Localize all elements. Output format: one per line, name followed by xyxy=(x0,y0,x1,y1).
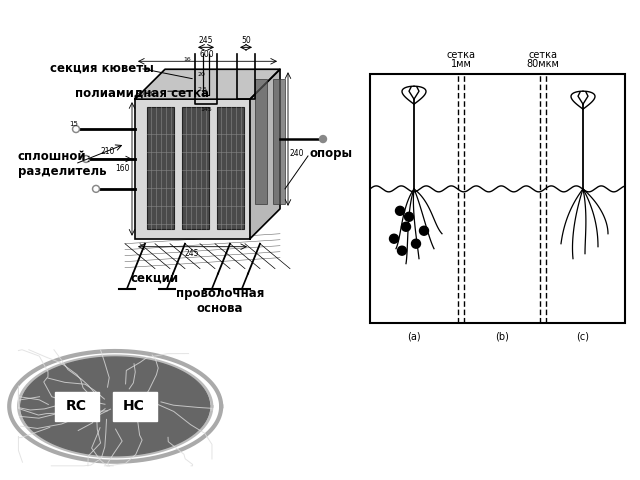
Text: опоры: опоры xyxy=(310,147,353,160)
Circle shape xyxy=(94,187,98,191)
Text: секция кюветы: секция кюветы xyxy=(50,61,154,74)
Text: 2.5: 2.5 xyxy=(198,87,208,92)
Text: 50: 50 xyxy=(241,36,251,45)
Text: 1мм: 1мм xyxy=(451,59,472,69)
Text: 15: 15 xyxy=(69,121,78,127)
Text: (b) – отсек для внесения субстрата: (b) – отсек для внесения субстрата xyxy=(255,397,565,416)
Bar xyxy=(135,99,250,239)
Text: (b): (b) xyxy=(495,331,509,341)
Text: 240: 240 xyxy=(290,149,305,158)
Text: (c) – отсек с растением-реципиентом: (c) – отсек с растением-реципиентом xyxy=(255,437,583,455)
Text: 80мкм: 80мкм xyxy=(527,59,559,69)
Text: (a) – отсек с микоризным растением: (a) – отсек с микоризным растением xyxy=(255,358,575,376)
Circle shape xyxy=(93,185,99,192)
Circle shape xyxy=(396,206,404,216)
Text: секции: секции xyxy=(131,272,179,285)
Circle shape xyxy=(404,212,413,221)
Circle shape xyxy=(74,127,78,131)
Bar xyxy=(255,79,267,204)
Circle shape xyxy=(401,222,410,231)
Text: 245: 245 xyxy=(185,249,199,258)
Circle shape xyxy=(397,246,406,255)
Text: 210: 210 xyxy=(101,147,115,156)
Text: сплошной
разделитель: сплошной разделитель xyxy=(18,150,107,178)
Bar xyxy=(55,392,99,420)
Text: (a): (a) xyxy=(407,331,421,341)
Text: 245: 245 xyxy=(199,36,213,45)
Polygon shape xyxy=(20,357,210,456)
Circle shape xyxy=(83,156,90,162)
Text: (c): (c) xyxy=(577,331,589,341)
Circle shape xyxy=(412,239,420,248)
Text: сетка: сетка xyxy=(447,50,476,60)
Circle shape xyxy=(72,126,79,132)
Text: полиамидная сетка: полиамидная сетка xyxy=(75,86,209,99)
Bar xyxy=(182,107,209,229)
Circle shape xyxy=(390,234,399,243)
Circle shape xyxy=(419,226,429,235)
Text: сетка: сетка xyxy=(529,50,557,60)
Text: 16: 16 xyxy=(183,57,191,62)
Polygon shape xyxy=(135,69,280,99)
Text: 30: 30 xyxy=(136,91,145,97)
Text: проволочная
основа: проволочная основа xyxy=(176,287,264,314)
Text: 160: 160 xyxy=(115,165,130,173)
Text: 20: 20 xyxy=(147,91,156,97)
Text: RC: RC xyxy=(65,399,86,413)
Text: HC: HC xyxy=(123,399,145,413)
Text: 20: 20 xyxy=(198,72,206,77)
Bar xyxy=(273,79,285,204)
Text: Кювета для исследования физиологии АМ и микоризации растений: Кювета для исследования физиологии АМ и … xyxy=(0,10,640,29)
Polygon shape xyxy=(250,69,280,239)
Bar xyxy=(147,107,174,229)
Text: 145: 145 xyxy=(200,107,212,112)
Bar xyxy=(113,392,157,420)
Circle shape xyxy=(319,135,326,143)
Text: 600: 600 xyxy=(200,50,214,60)
Circle shape xyxy=(84,157,88,161)
Bar xyxy=(217,107,244,229)
Bar xyxy=(370,74,625,324)
